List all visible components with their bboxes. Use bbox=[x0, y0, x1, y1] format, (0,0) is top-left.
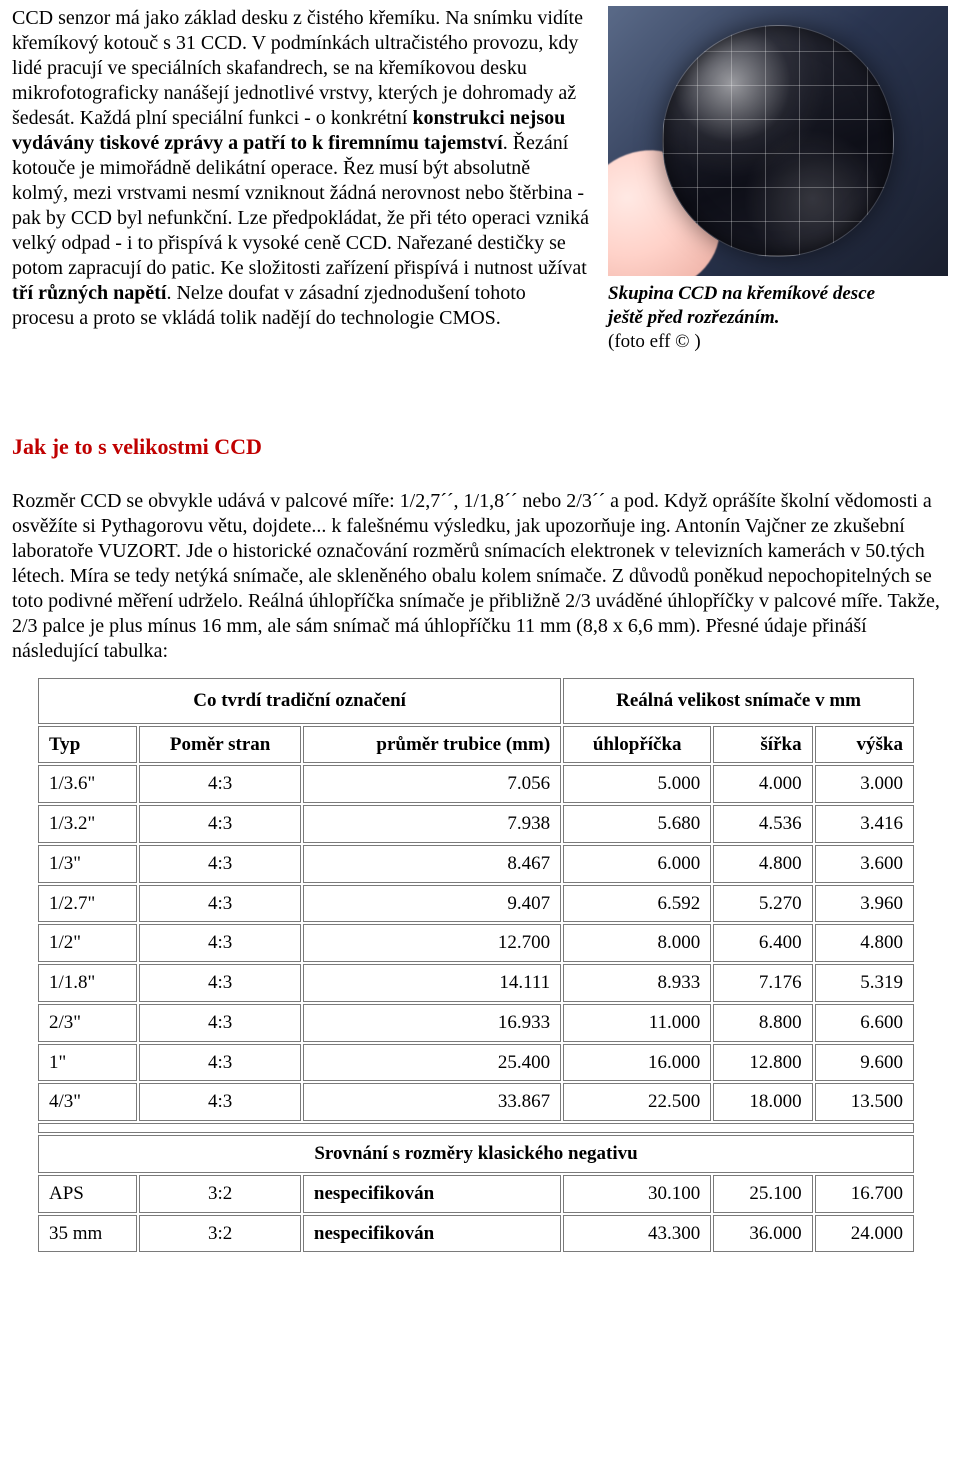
table-cell: 36.000 bbox=[713, 1215, 812, 1253]
table-cell: 1/3" bbox=[38, 845, 137, 883]
table-cell: 25.100 bbox=[713, 1175, 812, 1213]
table-row: 1/3.2"4:37.9385.6804.5363.416 bbox=[38, 805, 914, 843]
table-cell: APS bbox=[38, 1175, 137, 1213]
table-cell: 5.680 bbox=[563, 805, 711, 843]
table-cell: 9.600 bbox=[815, 1044, 914, 1082]
paragraph-2: Rozměr CCD se obvykle udává v palcové mí… bbox=[12, 489, 948, 664]
table-cell: 6.600 bbox=[815, 1004, 914, 1042]
table-cell: 3:2 bbox=[139, 1215, 301, 1253]
th-sirka: šířka bbox=[713, 726, 812, 764]
table-cell: 8.933 bbox=[563, 964, 711, 1002]
th-traditional: Co tvrdí tradiční označení bbox=[38, 678, 561, 724]
table-cell: 12.700 bbox=[303, 924, 561, 962]
table-cell: 3.416 bbox=[815, 805, 914, 843]
th-comparison: Srovnání s rozměry klasického negativu bbox=[38, 1135, 914, 1173]
table-cell: 4:3 bbox=[139, 1044, 301, 1082]
table-cell: 5.000 bbox=[563, 765, 711, 803]
table-cell: 3.960 bbox=[815, 885, 914, 923]
th-typ: Typ bbox=[38, 726, 137, 764]
table-row: 1/3.6"4:37.0565.0004.0003.000 bbox=[38, 765, 914, 803]
table-cell: 25.400 bbox=[303, 1044, 561, 1082]
table-cell: 30.100 bbox=[563, 1175, 711, 1213]
table-cell: 2/3" bbox=[38, 1004, 137, 1042]
table-cell: 4:3 bbox=[139, 964, 301, 1002]
table-cell: 5.270 bbox=[713, 885, 812, 923]
table-cell: 1/2.7" bbox=[38, 885, 137, 923]
table-cell: 6.400 bbox=[713, 924, 812, 962]
table-cell: 7.056 bbox=[303, 765, 561, 803]
table-cell: 8.000 bbox=[563, 924, 711, 962]
table-cell: 1/3.6" bbox=[38, 765, 137, 803]
table-row: 1/3"4:38.4676.0004.8003.600 bbox=[38, 845, 914, 883]
th-prumer: průměr trubice (mm) bbox=[303, 726, 561, 764]
table-cell: 18.000 bbox=[713, 1083, 812, 1121]
table-cell: 4/3" bbox=[38, 1083, 137, 1121]
table-row: 35 mm3:2nespecifikován43.30036.00024.000 bbox=[38, 1215, 914, 1253]
th-uhlo: úhlopříčka bbox=[563, 726, 711, 764]
p1-bold-2: tří různých napětí bbox=[12, 282, 166, 304]
table-cell: 6.000 bbox=[563, 845, 711, 883]
table-cell: 3:2 bbox=[139, 1175, 301, 1213]
table-cell: 1/1.8" bbox=[38, 964, 137, 1002]
table-cell: 4:3 bbox=[139, 765, 301, 803]
table-cell: 8.467 bbox=[303, 845, 561, 883]
table-cell: 13.500 bbox=[815, 1083, 914, 1121]
table-cell: 4.536 bbox=[713, 805, 812, 843]
table-row: 4/3"4:333.86722.50018.00013.500 bbox=[38, 1083, 914, 1121]
table-cell: 4.800 bbox=[815, 924, 914, 962]
section-heading: Jak je to s velikostmi CCD bbox=[12, 433, 948, 461]
table-cell: 43.300 bbox=[563, 1215, 711, 1253]
caption-credit: (foto eff © ) bbox=[608, 331, 701, 352]
table-cell: 6.592 bbox=[563, 885, 711, 923]
table-cell: 33.867 bbox=[303, 1083, 561, 1121]
ccd-wafer-figure: Skupina CCD na křemíkové desce ještě pře… bbox=[608, 6, 948, 353]
table-cell: 16.700 bbox=[815, 1175, 914, 1213]
table-cell: 22.500 bbox=[563, 1083, 711, 1121]
table-cell: 24.000 bbox=[815, 1215, 914, 1253]
caption-line-1: Skupina CCD na křemíkové desce bbox=[608, 283, 875, 304]
table-cell: 5.319 bbox=[815, 964, 914, 1002]
table-cell: 1/2" bbox=[38, 924, 137, 962]
table-cell: 14.111 bbox=[303, 964, 561, 1002]
table-cell: 35 mm bbox=[38, 1215, 137, 1253]
figure-caption: Skupina CCD na křemíkové desce ještě pře… bbox=[608, 282, 948, 353]
table-cell: 9.407 bbox=[303, 885, 561, 923]
table-cell: 4.800 bbox=[713, 845, 812, 883]
table-cell: 1" bbox=[38, 1044, 137, 1082]
table-cell: 12.800 bbox=[713, 1044, 812, 1082]
table-cell: 1/3.2" bbox=[38, 805, 137, 843]
table-cell: 4:3 bbox=[139, 1083, 301, 1121]
table-cell: 3.000 bbox=[815, 765, 914, 803]
table-cell: 4:3 bbox=[139, 924, 301, 962]
table-row: 1/2.7"4:39.4076.5925.2703.960 bbox=[38, 885, 914, 923]
th-real: Reálná velikost snímače v mm bbox=[563, 678, 914, 724]
table-row: 1/2"4:312.7008.0006.4004.800 bbox=[38, 924, 914, 962]
table-cell: 8.800 bbox=[713, 1004, 812, 1042]
table-cell: 4:3 bbox=[139, 885, 301, 923]
table-cell: 16.933 bbox=[303, 1004, 561, 1042]
th-vyska: výška bbox=[815, 726, 914, 764]
table-row: 2/3"4:316.93311.0008.8006.600 bbox=[38, 1004, 914, 1042]
table-cell: 7.938 bbox=[303, 805, 561, 843]
table-cell: 3.600 bbox=[815, 845, 914, 883]
table-cell: 4:3 bbox=[139, 1004, 301, 1042]
table-cell: nespecifikován bbox=[303, 1175, 561, 1213]
table-cell: 7.176 bbox=[713, 964, 812, 1002]
ccd-wafer-image bbox=[608, 6, 948, 276]
ccd-size-table: Co tvrdí tradiční označení Reálná veliko… bbox=[36, 676, 916, 1255]
table-cell: 4:3 bbox=[139, 805, 301, 843]
table-cell: 4.000 bbox=[713, 765, 812, 803]
th-pomer: Poměr stran bbox=[139, 726, 301, 764]
table-row: APS3:2nespecifikován30.10025.10016.700 bbox=[38, 1175, 914, 1213]
table-cell: 4:3 bbox=[139, 845, 301, 883]
table-cell: 16.000 bbox=[563, 1044, 711, 1082]
p1-mid: . Řezání kotouče je mimořádně delikátní … bbox=[12, 132, 589, 279]
table-cell: nespecifikován bbox=[303, 1215, 561, 1253]
table-cell: 11.000 bbox=[563, 1004, 711, 1042]
caption-line-2: ještě před rozřezáním. bbox=[608, 307, 780, 328]
table-row: 1/1.8"4:314.1118.9337.1765.319 bbox=[38, 964, 914, 1002]
table-row: 1"4:325.40016.00012.8009.600 bbox=[38, 1044, 914, 1082]
